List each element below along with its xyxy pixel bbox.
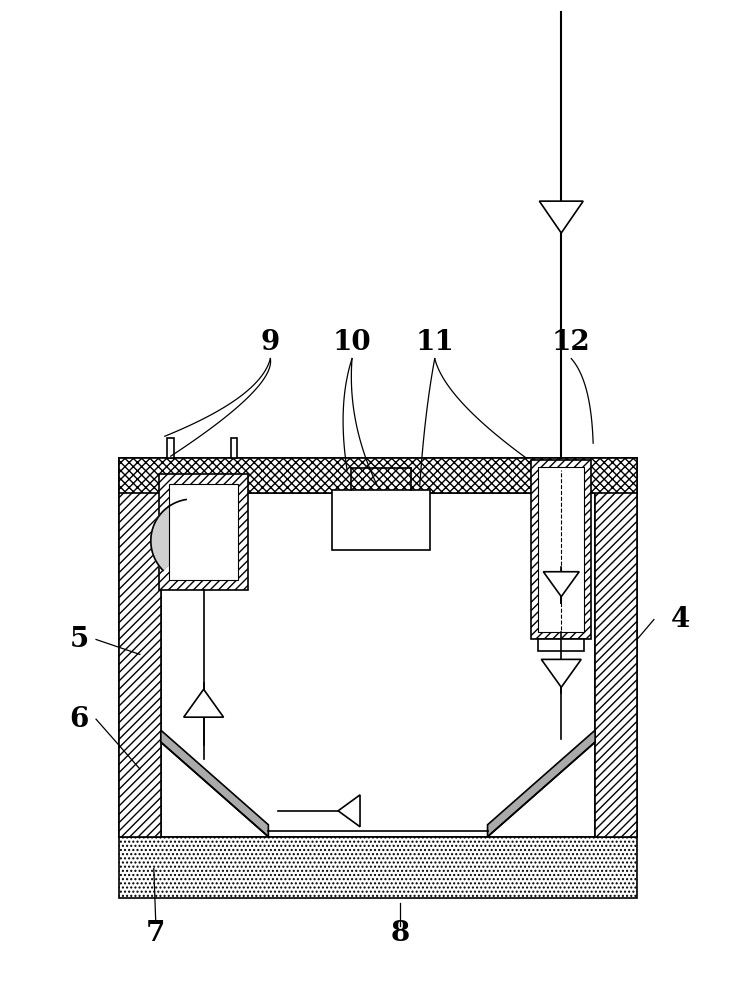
Polygon shape	[184, 689, 224, 717]
Text: 11: 11	[415, 329, 454, 356]
Polygon shape	[531, 460, 591, 639]
Polygon shape	[161, 730, 269, 837]
Polygon shape	[538, 639, 584, 651]
Text: 10: 10	[333, 329, 371, 356]
Text: 6: 6	[70, 706, 89, 733]
Polygon shape	[119, 458, 161, 837]
Polygon shape	[159, 474, 248, 590]
Text: 4: 4	[671, 606, 690, 633]
Polygon shape	[543, 572, 579, 597]
Polygon shape	[169, 484, 239, 580]
Text: 8: 8	[390, 920, 410, 947]
Polygon shape	[167, 438, 174, 458]
Text: 5: 5	[70, 626, 89, 653]
Polygon shape	[542, 659, 581, 687]
Polygon shape	[539, 201, 584, 233]
Text: 9: 9	[261, 329, 280, 356]
Polygon shape	[119, 837, 637, 898]
Polygon shape	[538, 467, 584, 632]
Polygon shape	[230, 438, 238, 458]
Polygon shape	[332, 490, 430, 550]
Polygon shape	[595, 458, 637, 837]
Text: 12: 12	[552, 329, 591, 356]
Polygon shape	[161, 493, 595, 837]
Polygon shape	[150, 500, 192, 570]
Text: 7: 7	[146, 920, 165, 947]
Polygon shape	[119, 458, 637, 493]
Polygon shape	[338, 795, 360, 827]
Polygon shape	[487, 730, 595, 837]
